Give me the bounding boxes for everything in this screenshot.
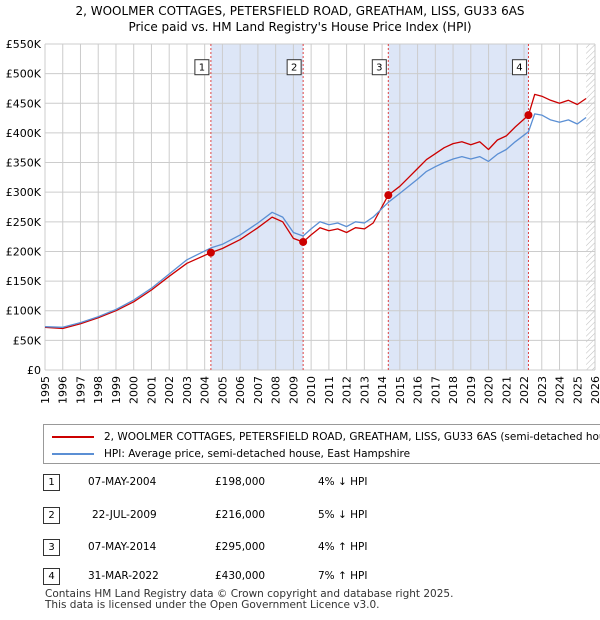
x-tick-label: 2002	[163, 376, 176, 404]
sale-marker-box	[286, 59, 302, 76]
x-tick-label: 2004	[199, 376, 212, 404]
x-tick-label: 2024	[554, 376, 567, 404]
x-tick-label: 2005	[216, 376, 229, 404]
chart-subtitle: Price paid vs. HM Land Registry's House …	[128, 20, 471, 34]
y-tick-label: £0	[27, 364, 41, 377]
legend: 2, WOOLMER COTTAGES, PETERSFIELD ROAD, G…	[43, 424, 600, 464]
sale-number-badge: 1	[43, 474, 60, 491]
x-tick-label: 2021	[500, 376, 513, 404]
x-tick-label: 2017	[429, 376, 442, 404]
sale-hpi-diff: 7% ↑ HPI	[318, 570, 368, 582]
y-tick-label: £250K	[6, 216, 42, 229]
x-tick-label: 2006	[234, 376, 247, 404]
x-tick-label: 2009	[287, 376, 300, 404]
x-tick-label: 1997	[74, 376, 87, 404]
sale-marker-label: 3	[376, 63, 382, 74]
x-tick-label: 2023	[536, 376, 549, 404]
property-price-line	[44, 93, 587, 330]
x-tick-label: 2016	[412, 376, 425, 404]
forecast-hatch	[586, 44, 595, 370]
x-tick-label: 2008	[270, 376, 283, 404]
x-tick-label: 2019	[465, 376, 478, 404]
legend-label-hpi: HPI: Average price, semi-detached house,…	[104, 448, 411, 460]
x-tick-label: 2015	[394, 376, 407, 404]
legend-item-hpi: HPI: Average price, semi-detached house,…	[52, 446, 410, 462]
y-tick-label: £200K	[6, 245, 42, 258]
sale-hpi-diff: 4% ↑ HPI	[318, 541, 368, 553]
y-tick-label: £500K	[6, 68, 42, 81]
sale-number-badge: 4	[43, 568, 60, 585]
sale-date: 31-MAR-2022	[88, 570, 159, 582]
x-tick-label: 2022	[518, 376, 531, 404]
y-tick-label: £100K	[6, 305, 42, 318]
x-tick-label: 2020	[483, 376, 496, 404]
x-tick-label: 2010	[305, 376, 318, 404]
x-tick-label: 1996	[57, 376, 70, 404]
x-tick-label: 1995	[39, 376, 52, 404]
x-tick-label: 2026	[589, 376, 600, 404]
sale-number-badge: 2	[43, 507, 60, 524]
x-tick-label: 1999	[110, 376, 123, 404]
sale-marker-label: 4	[516, 63, 522, 74]
x-tick-label: 2025	[571, 376, 584, 404]
x-tick-label: 2014	[376, 376, 389, 404]
sale-point	[206, 248, 215, 257]
x-tick-label: 2011	[323, 376, 336, 404]
y-tick-label: £150K	[6, 275, 42, 288]
x-tick-label: 2012	[341, 376, 354, 404]
footer-license: This data is licensed under the Open Gov…	[45, 599, 380, 611]
y-tick-label: £300K	[6, 186, 42, 199]
y-tick-label: £50K	[13, 334, 42, 347]
y-tick-label: £400K	[6, 127, 42, 140]
x-tick-label: 2013	[358, 376, 371, 404]
sale-date: 07-MAY-2014	[88, 541, 157, 553]
legend-label-property: 2, WOOLMER COTTAGES, PETERSFIELD ROAD, G…	[104, 431, 600, 443]
sale-point	[524, 111, 533, 120]
sale-marker-label: 2	[291, 63, 297, 74]
x-tick-label: 2003	[181, 376, 194, 404]
legend-swatch-property	[52, 436, 94, 438]
x-tick-label: 2001	[145, 376, 158, 404]
y-tick-label: £350K	[6, 157, 42, 170]
y-tick-label: £450K	[6, 97, 42, 110]
x-tick-label: 2018	[447, 376, 460, 404]
x-tick-label: 2007	[252, 376, 265, 404]
sale-price: £198,000	[215, 476, 266, 488]
sale-point	[299, 237, 308, 246]
shaded-period	[388, 44, 529, 370]
chart-title: 2, WOOLMER COTTAGES, PETERSFIELD ROAD, G…	[75, 4, 524, 18]
x-tick-label: 1998	[92, 376, 105, 404]
hpi-line	[44, 113, 587, 328]
sale-hpi-diff: 5% ↓ HPI	[318, 509, 368, 521]
legend-swatch-hpi	[52, 453, 94, 455]
shaded-period	[210, 44, 304, 370]
footer-copyright: Contains HM Land Registry data © Crown c…	[45, 588, 454, 600]
sale-price: £216,000	[215, 509, 266, 521]
sale-marker-box	[511, 59, 527, 76]
x-tick-label: 2000	[128, 376, 141, 404]
sale-date: 07-MAY-2004	[88, 476, 157, 488]
sale-point	[384, 191, 393, 200]
sale-price: £295,000	[215, 541, 266, 553]
sale-marker-box	[371, 59, 387, 76]
y-tick-label: £550K	[6, 38, 42, 51]
sale-price: £430,000	[215, 570, 266, 582]
sale-marker-label: 1	[199, 63, 205, 74]
legend-item-property: 2, WOOLMER COTTAGES, PETERSFIELD ROAD, G…	[52, 429, 600, 445]
sale-date: 22-JUL-2009	[92, 509, 157, 521]
sale-number-badge: 3	[43, 539, 60, 556]
chart: 2, WOOLMER COTTAGES, PETERSFIELD ROAD, G…	[6, 4, 600, 404]
sale-hpi-diff: 4% ↓ HPI	[318, 476, 368, 488]
sale-marker-box	[194, 59, 210, 76]
footer: Contains HM Land Registry data © Crown c…	[45, 589, 453, 611]
